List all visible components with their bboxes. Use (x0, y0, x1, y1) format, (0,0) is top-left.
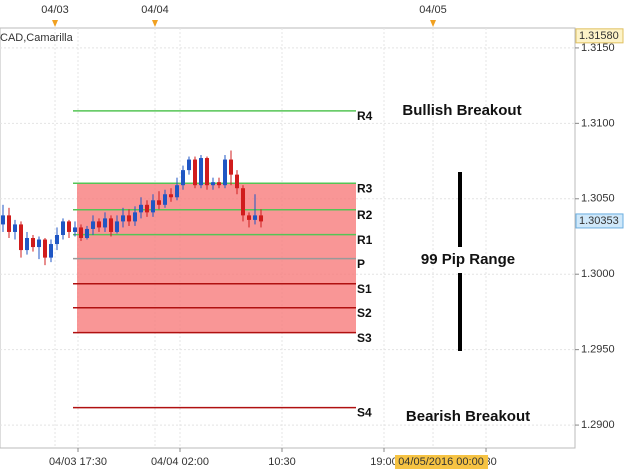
candle-body (217, 182, 222, 186)
last-price-box (575, 213, 624, 229)
candle-body (247, 215, 252, 220)
pivot-label: R4 (357, 109, 373, 123)
annotation: 99 Pip Range (421, 251, 515, 268)
annotation: Bearish Breakout (406, 408, 530, 425)
candle-body (13, 224, 18, 232)
last-price-label: 1.30353 (579, 215, 619, 227)
candle-body (223, 159, 228, 186)
candle-body (253, 215, 258, 220)
high-marker-label: 1.31580 (579, 30, 619, 42)
candle-body (43, 239, 48, 258)
candle-body (205, 158, 210, 186)
candle-body (229, 159, 234, 175)
y-tick-label: 1.3050 (581, 193, 615, 205)
candle-body (139, 204, 144, 213)
candle-body (115, 221, 120, 232)
candle-body (97, 221, 102, 228)
candle-body (37, 239, 42, 248)
high-marker-box (575, 28, 624, 44)
day-marker (52, 20, 59, 27)
candle-body (127, 215, 132, 222)
y-tick-label: 1.3100 (581, 117, 615, 129)
candle-body (103, 218, 108, 228)
candle-body (79, 227, 84, 238)
day-marker (151, 20, 158, 27)
candle-body (175, 185, 180, 198)
x-cursor-box (395, 455, 489, 469)
pivot-range (77, 183, 356, 333)
candle-body (31, 238, 36, 248)
x-cursor-label: 04/05/2016 00:00 (398, 456, 484, 468)
candle-body (163, 194, 168, 205)
y-tick-label: 1.2900 (581, 419, 615, 431)
candle-body (19, 224, 24, 251)
candle-body (169, 194, 174, 198)
pivot-label: S4 (357, 406, 372, 420)
range-layer (77, 183, 356, 333)
pivot-label: S3 (357, 331, 372, 345)
candle-body (211, 182, 216, 186)
candle-body (1, 215, 6, 225)
day-label: 04/05 (419, 4, 447, 16)
candle-body (157, 200, 162, 205)
pivot-label: R2 (357, 208, 373, 222)
x-tick-label: 04/04 02:00 (151, 456, 209, 468)
day-label: 04/04 (141, 4, 169, 16)
x-tick-label: 04/03 17:30 (49, 456, 107, 468)
pivot-label: R1 (357, 233, 373, 247)
pivot-label: R3 (357, 181, 373, 195)
candle-body (151, 200, 156, 213)
axes-layer: 1.3150 1.3100 1.3050 1.3000 1.2950 1.2900 04/0… (41, 4, 624, 469)
y-tick-label: 1.3000 (581, 268, 615, 280)
candle-body (145, 204, 150, 213)
candle-body (133, 212, 138, 222)
candle-body (181, 170, 186, 186)
pivot-label: P (357, 257, 365, 271)
pivot-label: S1 (357, 282, 372, 296)
candle-body (241, 188, 246, 216)
candle-body (199, 158, 204, 186)
candle-body (55, 234, 60, 245)
candle-body (91, 221, 96, 229)
candle-body (67, 221, 72, 232)
day-label: 04/03 (41, 4, 69, 16)
candle-body (235, 174, 240, 189)
candle-body (7, 215, 12, 232)
y-tick-label: 1.2950 (581, 344, 615, 356)
candle-body (193, 159, 198, 186)
chart-title: CAD,Camarilla (0, 32, 74, 44)
candle-body (109, 218, 114, 232)
candle-body (25, 238, 30, 251)
candle-body (121, 215, 126, 222)
candle-body (73, 227, 78, 232)
candle-body (85, 228, 90, 238)
candles-layer (1, 150, 264, 266)
candle-body (61, 221, 66, 235)
pivot-label: S2 (357, 306, 372, 320)
y-tick-label: 1.3150 (581, 42, 615, 54)
day-marker (430, 20, 437, 27)
candle-body (49, 244, 54, 258)
x-tick-label: 19:00 (370, 456, 398, 468)
candle-body (187, 159, 192, 171)
x-tick-label: 10:30 (268, 456, 296, 468)
candle-body (259, 215, 264, 222)
annotation: Bullish Breakout (402, 102, 521, 119)
